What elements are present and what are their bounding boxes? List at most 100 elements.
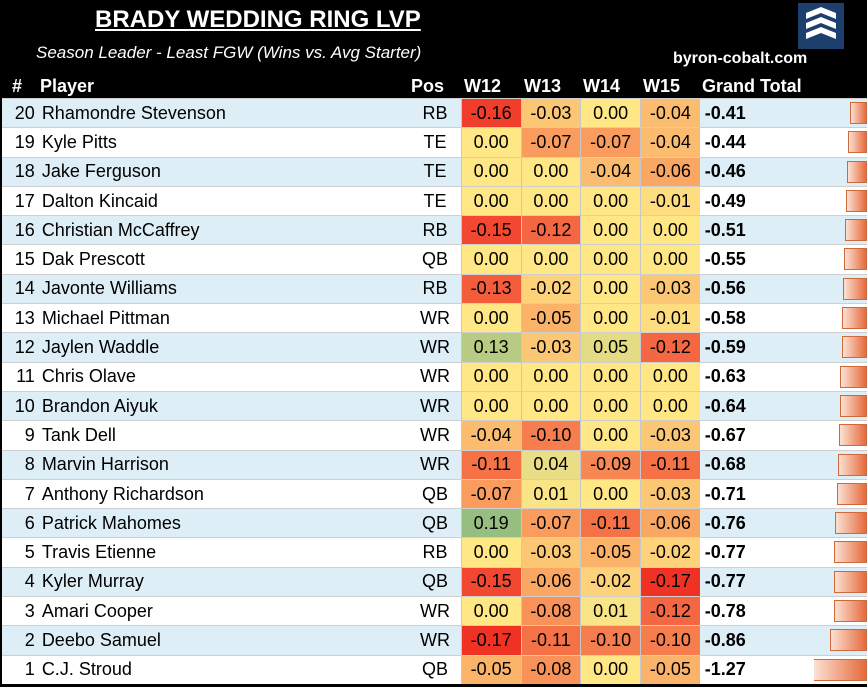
grand-total-bar (830, 629, 867, 652)
w12-value-cell: -0.17 (460, 625, 522, 656)
position-cell: WR (409, 361, 462, 392)
grand-total-bar-cell (813, 97, 867, 128)
w13-value-cell: -0.03 (520, 537, 581, 568)
player-name-cell: Marvin Harrison (36, 449, 410, 480)
grand-total-bar-cell (813, 273, 867, 304)
rank-cell: 14 (2, 273, 37, 304)
grand-total-bar (842, 336, 867, 359)
position-cell: WR (409, 332, 462, 363)
player-name-cell: Chris Olave (36, 361, 410, 392)
grand-total-bar (834, 600, 867, 623)
w12-value-cell: 0.00 (460, 185, 522, 216)
w15-value-cell: -0.17 (639, 566, 700, 597)
table-row: 9 Tank Dell WR -0.04 -0.10 0.00 -0.03 -0.67 (2, 420, 867, 451)
player-name-cell: Anthony Richardson (36, 478, 410, 509)
w12-value-cell: 0.00 (460, 596, 522, 626)
w15-value-cell: -0.12 (639, 596, 700, 626)
grand-total-bar-cell (813, 537, 867, 568)
col-header-grand-total: Grand Total (702, 76, 802, 96)
position-cell: WR (409, 390, 462, 421)
col-header-player: Player (40, 76, 95, 96)
chart-header: BRADY WEDDING RING LVP Season Leader - L… (0, 0, 867, 100)
rank-cell: 11 (2, 361, 37, 392)
position-cell: QB (409, 566, 462, 597)
player-name-cell: Dak Prescott (36, 244, 410, 275)
grand-total-cell: -0.76 (699, 508, 814, 538)
player-name-cell: Tank Dell (36, 420, 410, 451)
w14-value-cell: -0.02 (580, 566, 641, 597)
col-header-w15: W15 (643, 76, 681, 96)
grand-total-bar-cell (813, 127, 867, 158)
lvp-table: 20 Rhamondre Stevenson RB -0.16 -0.03 0.00 -0.… (2, 97, 867, 684)
w14-value-cell: 0.00 (580, 361, 641, 392)
player-name-cell: Javonte Williams (36, 273, 410, 304)
w15-value-cell: 0.00 (639, 390, 700, 421)
rank-cell: 4 (2, 566, 37, 597)
w14-value-cell: -0.09 (580, 449, 641, 480)
w15-value-cell: -0.04 (639, 97, 700, 128)
w15-value-cell: -0.01 (639, 303, 700, 333)
position-cell: QB (409, 244, 462, 275)
position-cell: QB (409, 508, 462, 538)
rank-cell: 15 (2, 244, 37, 275)
rank-cell: 12 (2, 332, 37, 363)
w12-value-cell: -0.15 (460, 215, 522, 245)
w15-value-cell: -0.12 (639, 332, 700, 363)
w12-value-cell: 0.00 (460, 244, 522, 275)
grand-total-cell: -0.58 (699, 303, 814, 333)
w12-value-cell: -0.04 (460, 420, 522, 451)
grand-total-bar (840, 394, 867, 417)
w13-value-cell: 0.00 (520, 390, 581, 421)
grand-total-bar (846, 189, 867, 212)
w13-value-cell: -0.08 (520, 654, 581, 684)
w15-value-cell: -0.03 (639, 420, 700, 451)
w13-value-cell: -0.10 (520, 420, 581, 451)
w12-value-cell: 0.19 (460, 508, 522, 538)
grand-total-bar-cell (813, 244, 867, 275)
w14-value-cell: 0.00 (580, 273, 641, 304)
player-name-cell: Brandon Aiyuk (36, 390, 410, 421)
grand-total-bar (838, 453, 867, 476)
w14-value-cell: 0.01 (580, 596, 641, 626)
grand-total-bar (848, 131, 867, 154)
table-row: 5 Travis Etienne RB 0.00 -0.03 -0.05 -0.02 -0.7… (2, 537, 867, 568)
w13-value-cell: 0.00 (520, 156, 581, 187)
w14-value-cell: 0.00 (580, 654, 641, 684)
table-row: 15 Dak Prescott QB 0.00 0.00 0.00 0.00 -0.55 (2, 244, 867, 275)
w14-value-cell: -0.04 (580, 156, 641, 187)
grand-total-bar-cell (813, 361, 867, 392)
col-header-w13: W13 (524, 76, 562, 96)
w13-value-cell: -0.11 (520, 625, 581, 656)
w12-value-cell: 0.13 (460, 332, 522, 363)
chart-title: BRADY WEDDING RING LVP (95, 6, 421, 33)
w13-value-cell: 0.01 (520, 478, 581, 509)
w13-value-cell: -0.07 (520, 508, 581, 538)
rank-cell: 10 (2, 390, 37, 421)
player-name-cell: C.J. Stroud (36, 654, 410, 684)
w15-value-cell: -0.04 (639, 127, 700, 158)
grand-total-bar-cell (813, 303, 867, 333)
rank-cell: 7 (2, 478, 37, 509)
w15-value-cell: -0.06 (639, 508, 700, 538)
rank-cell: 2 (2, 625, 37, 656)
grand-total-cell: -0.67 (699, 420, 814, 451)
player-name-cell: Jaylen Waddle (36, 332, 410, 363)
w13-value-cell: 0.00 (520, 185, 581, 216)
position-cell: QB (409, 478, 462, 509)
grand-total-bar-cell (813, 508, 867, 538)
w12-value-cell: -0.15 (460, 566, 522, 597)
grand-total-bar-cell (813, 478, 867, 509)
col-header-rank: # (12, 76, 23, 96)
grand-total-bar-cell (813, 566, 867, 597)
grand-total-cell: -0.51 (699, 215, 814, 245)
grand-total-cell: -0.68 (699, 449, 814, 480)
w14-value-cell: 0.00 (580, 215, 641, 245)
grand-total-bar (844, 248, 867, 271)
w14-value-cell: 0.00 (580, 303, 641, 333)
grand-total-cell: -0.59 (699, 332, 814, 363)
w14-value-cell: -0.05 (580, 537, 641, 568)
grand-total-bar-cell (813, 420, 867, 451)
grand-total-bar (843, 277, 867, 300)
w12-value-cell: 0.00 (460, 390, 522, 421)
player-name-cell: Deebo Samuel (36, 625, 410, 656)
